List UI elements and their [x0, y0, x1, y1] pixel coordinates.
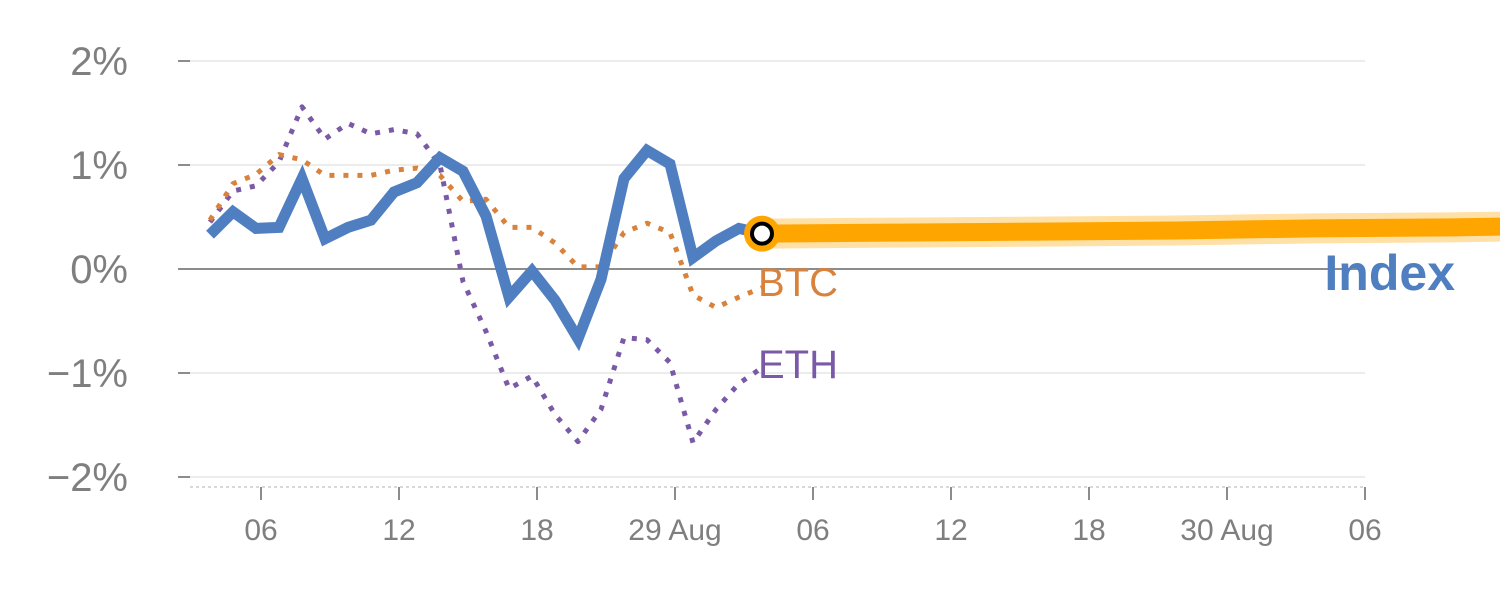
marker-layer [744, 215, 780, 252]
series-line-eth [207, 104, 764, 446]
y-tick-label: −2% [47, 456, 128, 500]
series-label-index: Index [1324, 245, 1455, 301]
x-tick-label: 06 [1348, 514, 1381, 547]
y-tick-label: 0% [70, 248, 128, 292]
series-line-btc [207, 152, 763, 310]
x-tick-label: 06 [244, 514, 277, 547]
current-value-marker [750, 221, 774, 246]
x-tick-label: 12 [934, 514, 967, 547]
x-tick-label: 18 [520, 514, 553, 547]
y-tick-label: −1% [47, 352, 128, 396]
x-tick-label: 12 [382, 514, 415, 547]
series-line-index-forecast [761, 217, 1500, 243]
series-label-btc: BTC [758, 261, 838, 305]
series-label-eth: ETH [758, 343, 838, 387]
y-tick-label: 2% [70, 40, 128, 84]
series-layer [206, 104, 1500, 446]
y-axis-tick-labels: 2% 1% 0% −1% −2% [47, 40, 128, 500]
x-tick-label: 29 Aug [628, 514, 721, 547]
y-tick-label: 1% [70, 144, 128, 188]
gridlines [178, 60, 1365, 478]
x-tick-label: 30 Aug [1180, 514, 1273, 547]
x-tick-label: 06 [796, 514, 829, 547]
x-axis-tick-labels: 06 12 18 29 Aug 06 12 18 30 Aug 06 [244, 514, 1381, 547]
series-line-index [206, 143, 764, 352]
x-axis-ticks [260, 487, 1366, 500]
x-tick-label: 18 [1072, 514, 1105, 547]
